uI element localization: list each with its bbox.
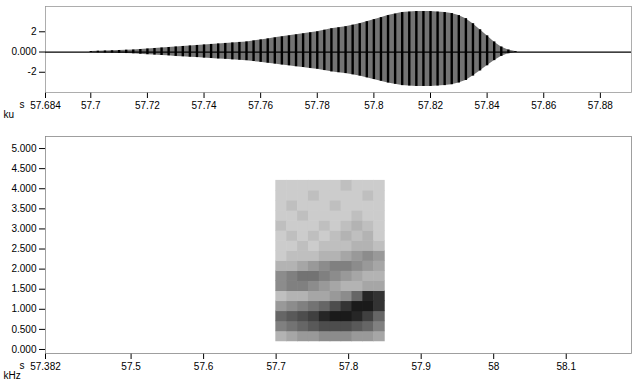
svg-text:57.7: 57.7 (81, 100, 101, 111)
svg-text:57.74: 57.74 (192, 100, 217, 111)
svg-text:57.382: 57.382 (30, 361, 61, 372)
svg-text:kHz: kHz (4, 370, 21, 381)
svg-text:2: 2 (31, 26, 37, 37)
svg-text:0.000: 0.000 (11, 46, 36, 57)
svg-text:4.000: 4.000 (11, 183, 36, 194)
svg-text:57.86: 57.86 (531, 100, 556, 111)
svg-text:57.82: 57.82 (418, 100, 443, 111)
svg-text:2.500: 2.500 (11, 243, 36, 254)
svg-text:s: s (19, 359, 25, 371)
svg-text:57.88: 57.88 (588, 100, 613, 111)
svg-text:57.9: 57.9 (411, 361, 431, 372)
svg-text:-2: -2 (28, 66, 37, 77)
svg-text:57.5: 57.5 (121, 361, 141, 372)
svg-text:s: s (20, 99, 25, 110)
svg-text:57.76: 57.76 (248, 100, 273, 111)
svg-text:57.8: 57.8 (364, 100, 384, 111)
svg-text:3.500: 3.500 (11, 203, 36, 214)
svg-text:57.7: 57.7 (266, 361, 286, 372)
svg-text:4.500: 4.500 (11, 163, 36, 174)
svg-text:57.72: 57.72 (135, 100, 160, 111)
svg-text:57.6: 57.6 (194, 361, 214, 372)
svg-text:5.000: 5.000 (11, 143, 36, 154)
svg-text:1.500: 1.500 (11, 283, 36, 294)
svg-text:1.000: 1.000 (11, 303, 36, 314)
svg-text:3.000: 3.000 (11, 223, 36, 234)
svg-text:0.000: 0.000 (11, 344, 36, 355)
svg-text:57.684: 57.684 (30, 100, 61, 111)
svg-text:0.500: 0.500 (11, 324, 36, 335)
svg-text:2.000: 2.000 (11, 263, 36, 274)
svg-text:57.78: 57.78 (305, 100, 330, 111)
svg-text:57.8: 57.8 (339, 361, 359, 372)
svg-text:ku: ku (4, 109, 15, 120)
svg-text:57.84: 57.84 (475, 100, 500, 111)
svg-text:58: 58 (488, 361, 500, 372)
svg-text:58.1: 58.1 (556, 361, 576, 372)
